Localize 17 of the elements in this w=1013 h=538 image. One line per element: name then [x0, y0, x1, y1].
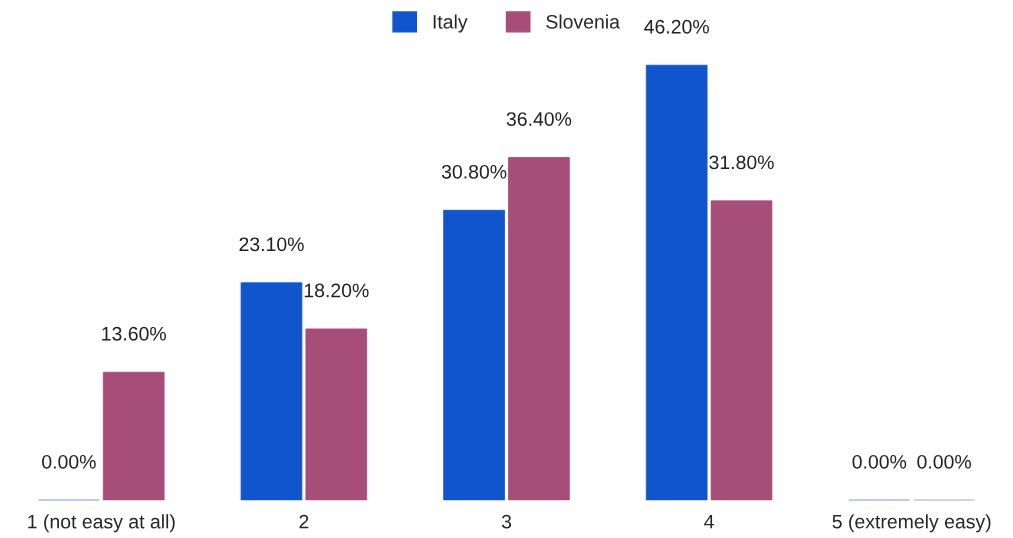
data-label: 0.00% [852, 454, 907, 469]
data-label: 0.00% [917, 454, 971, 469]
data-label: 31.80% [709, 155, 774, 170]
data-label: 46.20% [644, 19, 709, 34]
x-tick-label: 3 [501, 514, 512, 529]
data-label: 18.20% [304, 283, 369, 298]
x-tick-label: 2 [299, 514, 309, 529]
data-label: 36.40% [506, 112, 572, 126]
legend-label: Italy [433, 14, 468, 33]
x-tick-label: 4 [704, 514, 714, 529]
x-tick-label: 1 (not easy at all) [28, 514, 175, 533]
data-label: 13.60% [102, 326, 166, 341]
legend-label: Slovenia [546, 14, 620, 29]
x-tick-label: 5 (extremely easy) [832, 514, 991, 533]
data-label: 30.80% [441, 164, 507, 179]
data-label: 0.00% [42, 454, 96, 469]
data-label: 23.10% [239, 237, 304, 252]
